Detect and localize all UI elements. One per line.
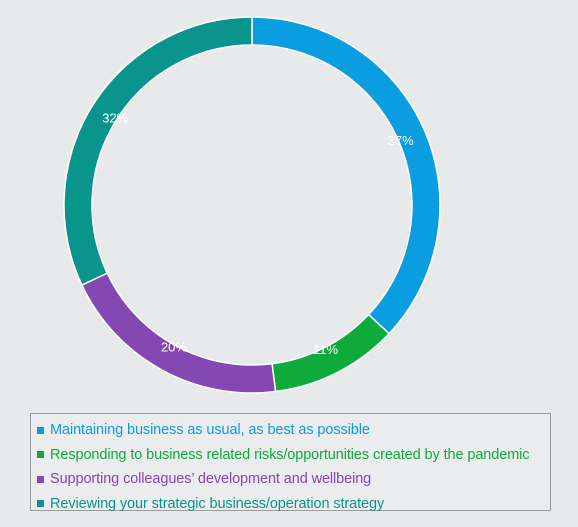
- data-label-supporting-colleagues: 20%: [161, 339, 187, 354]
- data-label-responding-risks: 11%: [313, 342, 338, 357]
- donut-slice-maintaining-business: [251, 16, 441, 335]
- data-label-maintaining-business: 37%: [388, 133, 414, 148]
- donut-slices: [63, 16, 441, 394]
- legend-swatch: [37, 500, 44, 508]
- legend-item-supporting-colleagues: Supporting colleagues’ development and w…: [37, 467, 550, 492]
- legend-item-responding-risks: Responding to business related risks/opp…: [37, 443, 550, 468]
- legend-label: Reviewing your strategic business/operat…: [50, 495, 385, 512]
- legend-label: Supporting colleagues’ development and w…: [50, 471, 372, 488]
- donut-slice-supporting-colleagues: [80, 272, 277, 394]
- legend-item-maintaining-business: Maintaining business as usual, as best a…: [37, 418, 550, 443]
- legend-swatch: [37, 426, 44, 434]
- donut-slice-reviewing-strategy: [63, 16, 253, 287]
- legend-label: Responding to business related risks/opp…: [50, 446, 530, 463]
- data-label-reviewing-strategy: 32%: [102, 111, 128, 126]
- chart-legend: Maintaining business as usual, as best a…: [30, 413, 551, 512]
- donut-data-labels: 37% 11% 20% 32%: [102, 111, 414, 357]
- donut-chart: 37% 11% 20% 32%: [63, 16, 441, 394]
- legend-swatch: [37, 475, 44, 483]
- legend-label: Maintaining business as usual, as best a…: [50, 422, 370, 439]
- legend-item-reviewing-strategy: Reviewing your strategic business/operat…: [37, 492, 550, 517]
- legend-swatch: [37, 451, 44, 459]
